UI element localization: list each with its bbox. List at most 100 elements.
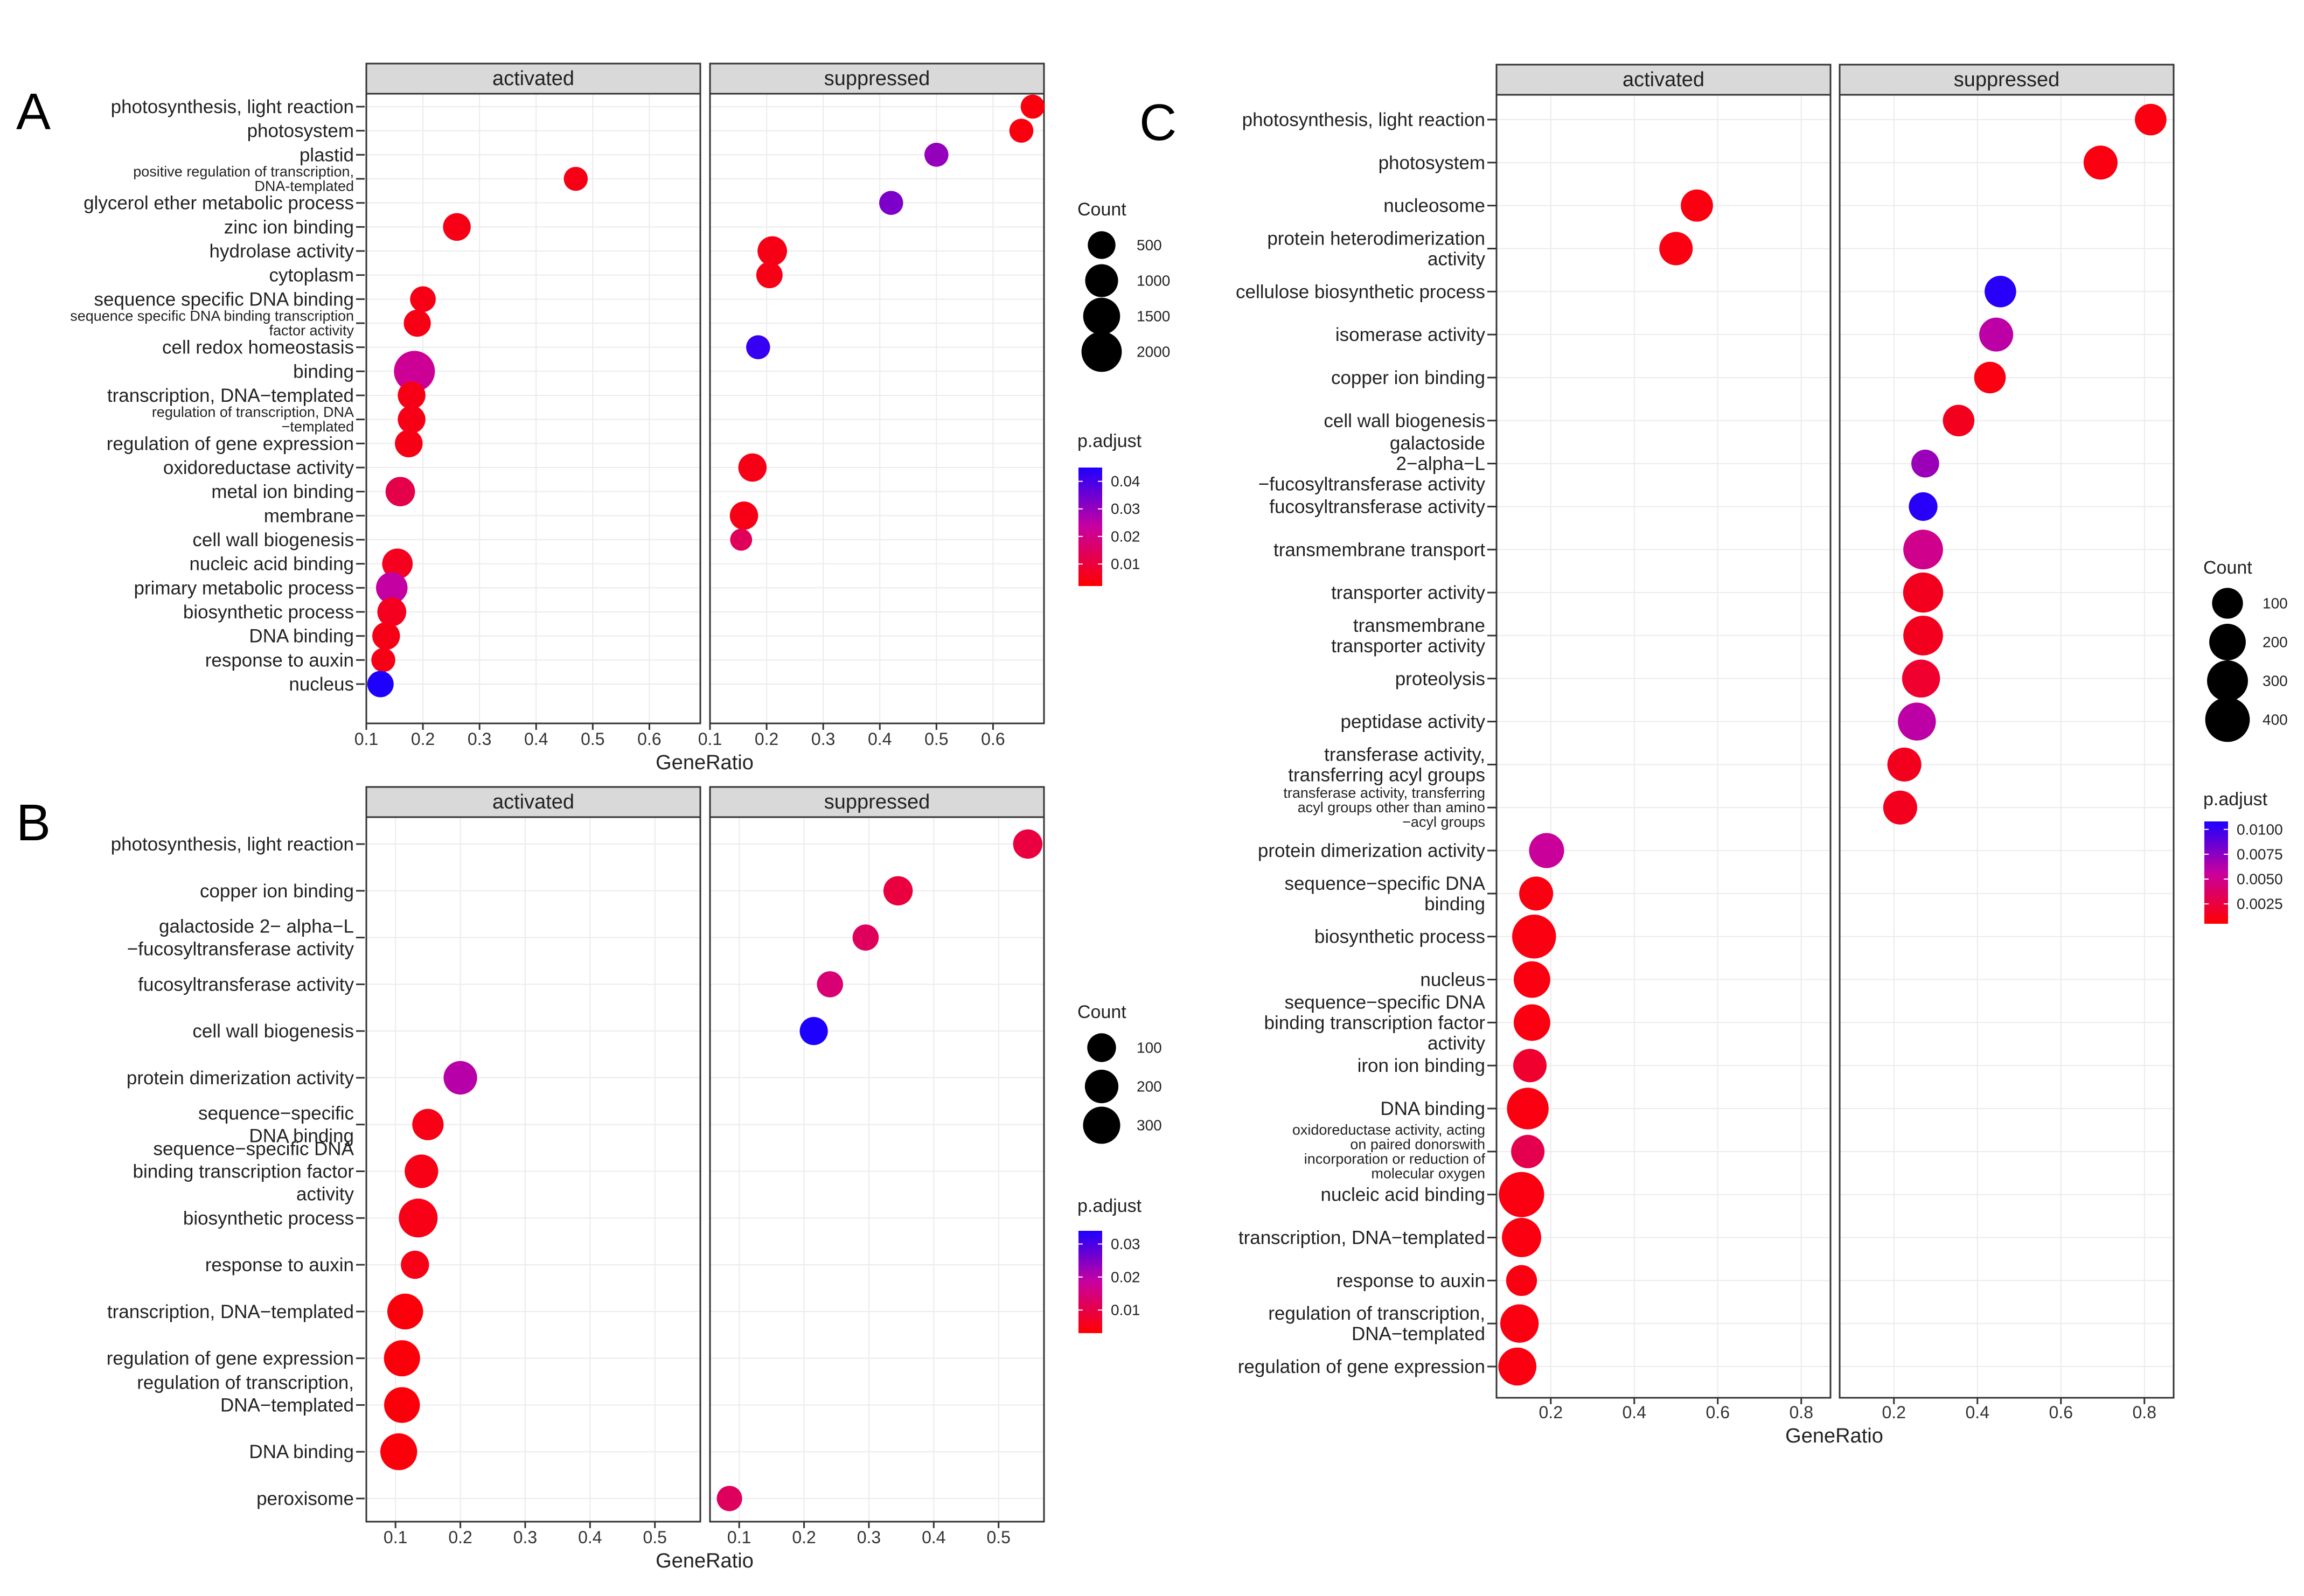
term-label: cell redox homeostasis [162,337,354,358]
term-label: protein dimerization activity [127,1067,354,1088]
term-label: nucleosome [1383,195,1485,216]
size-legend-dot [2209,624,2246,660]
term-label: plastid [300,144,354,165]
point-activated [376,572,408,604]
x-tick-label: 0.2 [411,729,435,749]
point-activated [380,1433,417,1470]
point-suppressed [924,143,949,167]
x-tick-label: 0.5 [986,1528,1010,1547]
facet-activated: activated 0.1 0.2 0.3 0.4 0.5 [365,786,701,1547]
size-legend-dot [1084,1069,1119,1104]
size-legend-dot [1087,1033,1116,1062]
size-legend-dot [2207,660,2248,701]
facet-strip-label: activated [492,67,574,90]
term-label: sequence specific DNA binding transcript… [70,308,354,339]
size-legend-label: 1000 [1137,273,1170,289]
term-label: zinc ion binding [224,217,354,238]
point-activated [394,351,435,392]
point-activated [403,309,431,337]
term-label: photosystem [1379,152,1485,173]
point-activated [1511,1134,1545,1168]
facet-border [365,816,701,1523]
color-legend-title: p.adjust [1077,431,1142,451]
size-legend-label: 500 [1137,237,1162,254]
term-label: metal ion binding [211,481,354,502]
x-tick-label: 0.1 [698,729,722,749]
point-suppressed [1974,361,2006,394]
color-legend-title: p.adjust [2203,789,2268,810]
color-legend-label: 0.01 [1111,1302,1140,1319]
size-legend-label: 100 [2263,595,2288,612]
point-activated [1513,1004,1550,1041]
x-tick-label: 0.4 [1966,1403,1989,1422]
point-suppressed [1903,572,1944,613]
x-tick-label: 0.2 [755,729,778,749]
panel-letter: B [16,794,51,852]
point-activated [384,1387,420,1423]
point-activated [385,477,415,507]
point-suppressed [1020,94,1045,119]
term-label: DNA binding [249,1441,354,1462]
term-label: glycerol ether metabolic process [83,192,354,213]
facet-suppressed: suppressed 0.1 0.2 0.3 0.4 0.5 [709,786,1045,1547]
term-label: biosynthetic process [183,602,354,623]
facet-suppressed: suppressed 0.2 0.4 0.6 0.8 [1839,64,2175,1422]
facet-activated: activated 0.2 0.4 0.6 0.8 [1495,64,1832,1422]
term-label: galactoside 2−alpha−L −fucosyltransferase … [1258,433,1486,494]
facet-border [365,93,701,724]
point-suppressed [2135,103,2167,136]
size-legend-label: 200 [1137,1078,1162,1095]
term-label: primary metabolic process [134,577,354,598]
term-label: sequence−specific DNA binding transcripti… [1264,992,1486,1054]
x-tick-label: 0.6 [2049,1403,2073,1422]
point-activated [398,405,426,434]
term-label: peptidase activity [1341,711,1486,732]
facet-strip-label: activated [1623,68,1704,91]
size-legend-dot [2212,588,2243,619]
size-legend-title: Count [1077,1002,1126,1022]
facet-strip-label: suppressed [824,791,930,813]
point-activated [372,622,400,650]
term-label: membrane [264,505,354,526]
color-legend-label: 0.04 [1111,473,1140,490]
term-label: fucosyltransferase activity [138,974,354,995]
x-tick-label: 0.5 [581,729,604,749]
point-activated [405,1154,438,1188]
legend: Count 100 200 300 p.adjust 0.03 0.02 0.01 [1077,1002,1162,1333]
term-label: protein heterodimerization activity [1267,228,1485,269]
point-suppressed [1979,317,2014,352]
legend: Count 100 200 300 400 p.adjust 0.0100 0.0075 0.0… [2203,557,2288,924]
x-tick-label: 0.4 [868,729,892,749]
point-suppressed [799,1017,828,1046]
color-legend-label: 0.0100 [2237,821,2283,838]
point-suppressed [1911,449,1939,478]
point-suppressed [1887,747,1922,782]
color-legend-label: 0.03 [1111,1236,1140,1252]
point-activated [382,548,413,580]
point-activated [395,429,423,458]
term-label: copper ion binding [1331,367,1485,388]
term-label: transferase activity, transferring acyl g… [1288,744,1485,785]
term-label: binding [293,361,354,382]
point-suppressed [1903,616,1943,656]
size-legend-dot [2205,697,2250,742]
point-suppressed [883,876,913,905]
x-tick-label: 0.4 [922,1528,945,1547]
facet-strip [365,62,701,95]
size-legend-title: Count [1077,199,1126,220]
term-label: response to auxin [205,650,354,671]
term-label: isomerase activity [1335,324,1486,345]
point-activated [1659,232,1693,266]
size-legend-dot [1083,1106,1120,1144]
term-label: oxidoreductase activity, acting on paired… [1292,1121,1486,1181]
term-label: biosynthetic process [183,1208,354,1229]
term-label: nucleic acid binding [1321,1184,1485,1205]
color-legend-bar [2204,821,2228,924]
x-tick-label: 0.8 [1790,1403,1813,1422]
term-label: protein dimerization activity [1258,840,1486,861]
point-activated [384,1340,420,1377]
term-label: transferase activity, transferring acyl g… [1283,785,1485,830]
point-activated [1500,1304,1539,1343]
